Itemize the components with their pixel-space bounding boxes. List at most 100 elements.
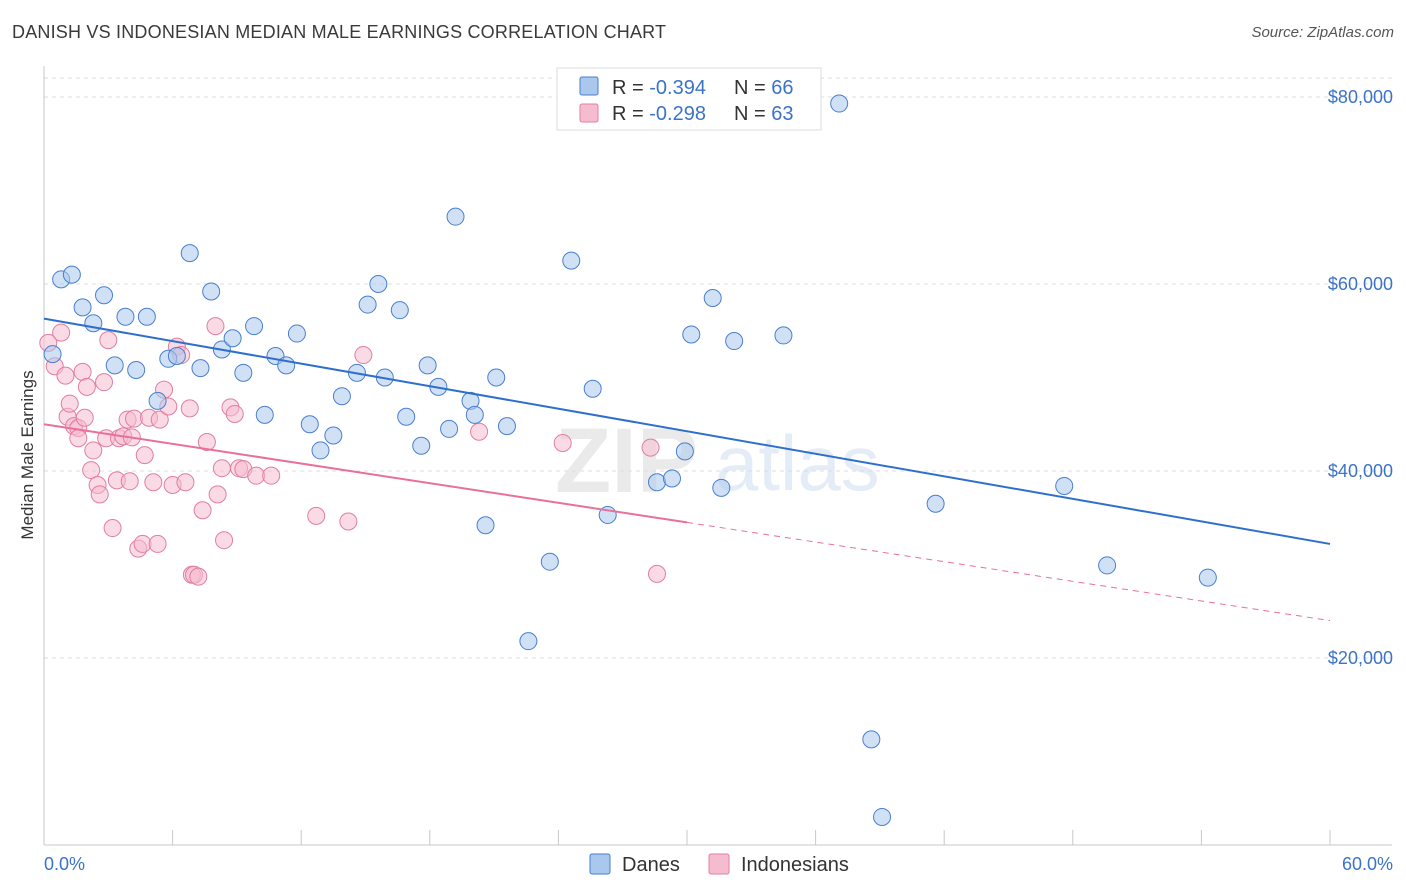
legend-n-indonesians: N = 63 <box>734 103 794 125</box>
danes-point <box>105 356 124 375</box>
stats-legend: R = -0.394 N = 66 R = -0.298 N = 63 <box>556 67 822 131</box>
indonesians-point <box>553 433 572 452</box>
danes-point <box>311 441 330 460</box>
danes-point <box>332 387 351 406</box>
danes-point <box>562 251 581 270</box>
legend-n-value-danes: 66 <box>771 77 793 99</box>
danes-point <box>647 473 666 492</box>
stats-legend-box <box>556 67 822 131</box>
danes-point <box>202 282 221 301</box>
series-legend-label-danes: Danes <box>622 854 680 876</box>
indonesians-point <box>144 473 163 492</box>
legend-swatch-indonesians <box>579 103 599 123</box>
danes-point <box>390 301 409 320</box>
indonesians-point <box>262 466 281 485</box>
danes-point <box>873 807 892 826</box>
danes-point <box>675 442 694 461</box>
indonesians-point <box>176 473 195 492</box>
indonesians-point <box>225 404 244 423</box>
danes-point <box>180 244 199 263</box>
danes-point <box>148 391 167 410</box>
y-axis-title: Median Male Earnings <box>18 370 37 539</box>
indonesians-point <box>52 323 71 342</box>
danes-point <box>830 94 849 113</box>
legend-r-value-danes: -0.394 <box>649 77 706 99</box>
danes-point <box>862 730 881 749</box>
danes-point <box>540 552 559 571</box>
indonesians-point <box>180 399 199 418</box>
indonesians-point <box>90 485 109 504</box>
danes-point <box>137 307 156 326</box>
series-legend: Danes Indonesians <box>589 853 849 876</box>
indonesians-point <box>197 433 216 452</box>
danes-point <box>926 494 945 513</box>
danes-point <box>369 275 388 293</box>
indonesians-point <box>339 512 358 531</box>
indonesians-point <box>208 485 227 504</box>
indonesians-point <box>125 409 144 428</box>
indonesians-point <box>148 534 167 553</box>
danes-point <box>446 207 465 226</box>
watermark-atlas: atlas <box>715 419 880 507</box>
watermark: ZIP atlas <box>555 410 880 512</box>
indonesians-point <box>69 429 88 448</box>
danes-point <box>167 346 186 365</box>
indonesians-point <box>193 501 212 520</box>
y-tick-label: $80,000 <box>1328 87 1393 107</box>
watermark-zip: ZIP <box>555 410 698 512</box>
danes-point <box>725 332 744 351</box>
x-axis-ticks <box>43 830 1331 845</box>
danes-point <box>712 478 731 497</box>
danes-point <box>43 345 62 364</box>
legend-r-label: R = <box>612 103 649 125</box>
danes-point <box>234 363 253 382</box>
danes-point <box>465 405 484 424</box>
y-axis-tick-labels: $20,000 $40,000 $60,000 $80,000 <box>1328 87 1393 668</box>
danes-point <box>245 317 264 336</box>
danes-point <box>62 265 81 284</box>
danes-point <box>476 516 495 535</box>
danes-point <box>440 419 459 438</box>
indonesians-point <box>206 317 225 336</box>
indonesians-point <box>641 438 660 457</box>
indonesians-point <box>247 466 266 485</box>
legend-n-label: N = <box>734 77 771 99</box>
x-tick-label-min: 0.0% <box>44 854 85 874</box>
danes-trend-line <box>43 317 1331 545</box>
indonesians-point <box>75 408 94 427</box>
danes-point <box>682 325 701 344</box>
indonesians-point <box>133 534 152 553</box>
danes-point <box>287 324 306 343</box>
indonesians-point <box>56 366 75 385</box>
danes-point <box>191 359 210 378</box>
danes-point <box>358 295 377 314</box>
danes-point <box>255 405 274 424</box>
danes-point <box>1098 556 1117 575</box>
indonesians-trend-extension <box>686 521 1331 622</box>
legend-r-value-indonesians: -0.298 <box>649 103 706 125</box>
source-credit: Source: ZipAtlas.com <box>1251 24 1394 41</box>
danes-point <box>95 286 114 305</box>
legend-n-danes: N = 66 <box>734 77 794 99</box>
legend-n-label: N = <box>734 103 771 125</box>
x-tick-label-max: 60.0% <box>1342 854 1393 874</box>
trend-lines <box>43 317 1331 622</box>
danes-point <box>397 407 416 426</box>
chart-title: DANISH VS INDONESIAN MEDIAN MALE EARNING… <box>12 22 667 42</box>
indonesians-point <box>77 377 96 396</box>
danes-point <box>703 289 722 308</box>
indonesians-point <box>307 506 326 525</box>
indonesians-point <box>470 422 489 441</box>
danes-point <box>73 298 92 317</box>
indonesians-point <box>82 461 101 480</box>
danes-point <box>662 469 681 488</box>
indonesians-point <box>647 564 666 583</box>
danes-point <box>487 368 506 387</box>
danes-point <box>774 326 793 345</box>
danes-point <box>223 329 242 348</box>
danes-point <box>127 361 146 380</box>
y-tick-label: $60,000 <box>1328 274 1393 294</box>
indonesians-point <box>135 446 154 465</box>
danes-point <box>519 632 538 651</box>
